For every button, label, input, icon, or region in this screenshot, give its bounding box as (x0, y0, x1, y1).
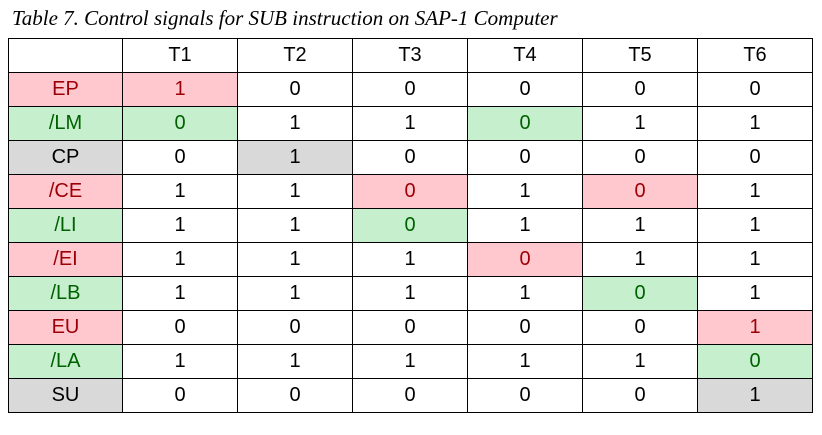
signal-label: EU (8, 310, 123, 345)
cell-value: 1 (122, 276, 238, 311)
cell-value: 0 (352, 72, 468, 107)
cell-value: 1 (237, 106, 353, 141)
cell-value: 1 (467, 344, 583, 379)
cell-value: 1 (582, 208, 698, 243)
cell-value: 1 (237, 140, 353, 175)
header-t6: T6 (697, 38, 813, 73)
signal-label: EP (8, 72, 123, 107)
cell-value: 0 (582, 72, 698, 107)
row-li: /LI 1 1 0 1 1 1 (8, 208, 813, 243)
cell-value: 1 (582, 106, 698, 141)
cell-value: 0 (122, 310, 238, 345)
cell-value: 1 (352, 106, 468, 141)
cell-value: 1 (697, 276, 813, 311)
signal-label: /LI (8, 208, 123, 243)
row-ep: EP 1 0 0 0 0 0 (8, 72, 813, 107)
cell-value: 0 (582, 378, 698, 413)
cell-value: 1 (697, 106, 813, 141)
cell-value: 1 (237, 174, 353, 209)
cell-value: 1 (697, 174, 813, 209)
cell-value: 1 (122, 72, 238, 107)
row-lm: /LM 0 1 1 0 1 1 (8, 106, 813, 141)
header-corner (8, 38, 123, 73)
cell-value: 1 (237, 344, 353, 379)
cell-value: 1 (697, 310, 813, 345)
cell-value: 0 (697, 344, 813, 379)
header-t1: T1 (122, 38, 238, 73)
header-t5: T5 (582, 38, 698, 73)
cell-value: 1 (352, 242, 468, 277)
cell-value: 1 (237, 242, 353, 277)
row-cp: CP 0 1 0 0 0 0 (8, 140, 813, 175)
row-su: SU 0 0 0 0 0 1 (8, 378, 813, 413)
cell-value: 1 (122, 242, 238, 277)
signal-label: /LM (8, 106, 123, 141)
row-lb: /LB 1 1 1 1 0 1 (8, 276, 813, 311)
cell-value: 1 (467, 174, 583, 209)
header-row: T1 T2 T3 T4 T5 T6 (8, 38, 813, 73)
cell-value: 0 (122, 378, 238, 413)
cell-value: 1 (237, 276, 353, 311)
cell-value: 0 (467, 140, 583, 175)
cell-value: 0 (697, 140, 813, 175)
cell-value: 0 (352, 140, 468, 175)
cell-value: 1 (122, 208, 238, 243)
cell-value: 0 (352, 174, 468, 209)
cell-value: 1 (467, 208, 583, 243)
cell-value: 0 (122, 106, 238, 141)
cell-value: 1 (697, 208, 813, 243)
cell-value: 0 (582, 310, 698, 345)
cell-value: 0 (467, 106, 583, 141)
cell-value: 0 (467, 378, 583, 413)
cell-value: 1 (697, 378, 813, 413)
header-t3: T3 (352, 38, 468, 73)
signal-label: /LA (8, 344, 123, 379)
cell-value: 0 (237, 72, 353, 107)
cell-value: 0 (122, 140, 238, 175)
cell-value: 1 (352, 276, 468, 311)
cell-value: 1 (697, 242, 813, 277)
cell-value: 1 (122, 174, 238, 209)
signal-label: /CE (8, 174, 123, 209)
signal-label: /LB (8, 276, 123, 311)
cell-value: 0 (697, 72, 813, 107)
control-signals-table: T1 T2 T3 T4 T5 T6 EP 1 0 0 0 0 0 /LM 0 1… (8, 38, 813, 413)
cell-value: 0 (352, 310, 468, 345)
cell-value: 1 (122, 344, 238, 379)
cell-value: 0 (582, 140, 698, 175)
cell-value: 1 (582, 344, 698, 379)
signal-label: SU (8, 378, 123, 413)
row-ce: /CE 1 1 0 1 0 1 (8, 174, 813, 209)
row-ei: /EI 1 1 1 0 1 1 (8, 242, 813, 277)
cell-value: 1 (582, 242, 698, 277)
row-eu: EU 0 0 0 0 0 1 (8, 310, 813, 345)
cell-value: 0 (352, 378, 468, 413)
cell-value: 1 (467, 276, 583, 311)
header-t2: T2 (237, 38, 353, 73)
cell-value: 0 (467, 72, 583, 107)
cell-value: 1 (352, 344, 468, 379)
signal-label: CP (8, 140, 123, 175)
table-caption: Table 7. Control signals for SUB instruc… (12, 6, 558, 30)
cell-value: 0 (582, 174, 698, 209)
cell-value: 0 (467, 242, 583, 277)
header-t4: T4 (467, 38, 583, 73)
row-la: /LA 1 1 1 1 1 0 (8, 344, 813, 379)
cell-value: 0 (237, 378, 353, 413)
cell-value: 0 (352, 208, 468, 243)
cell-value: 0 (237, 310, 353, 345)
signal-label: /EI (8, 242, 123, 277)
cell-value: 0 (467, 310, 583, 345)
cell-value: 0 (582, 276, 698, 311)
cell-value: 1 (237, 208, 353, 243)
